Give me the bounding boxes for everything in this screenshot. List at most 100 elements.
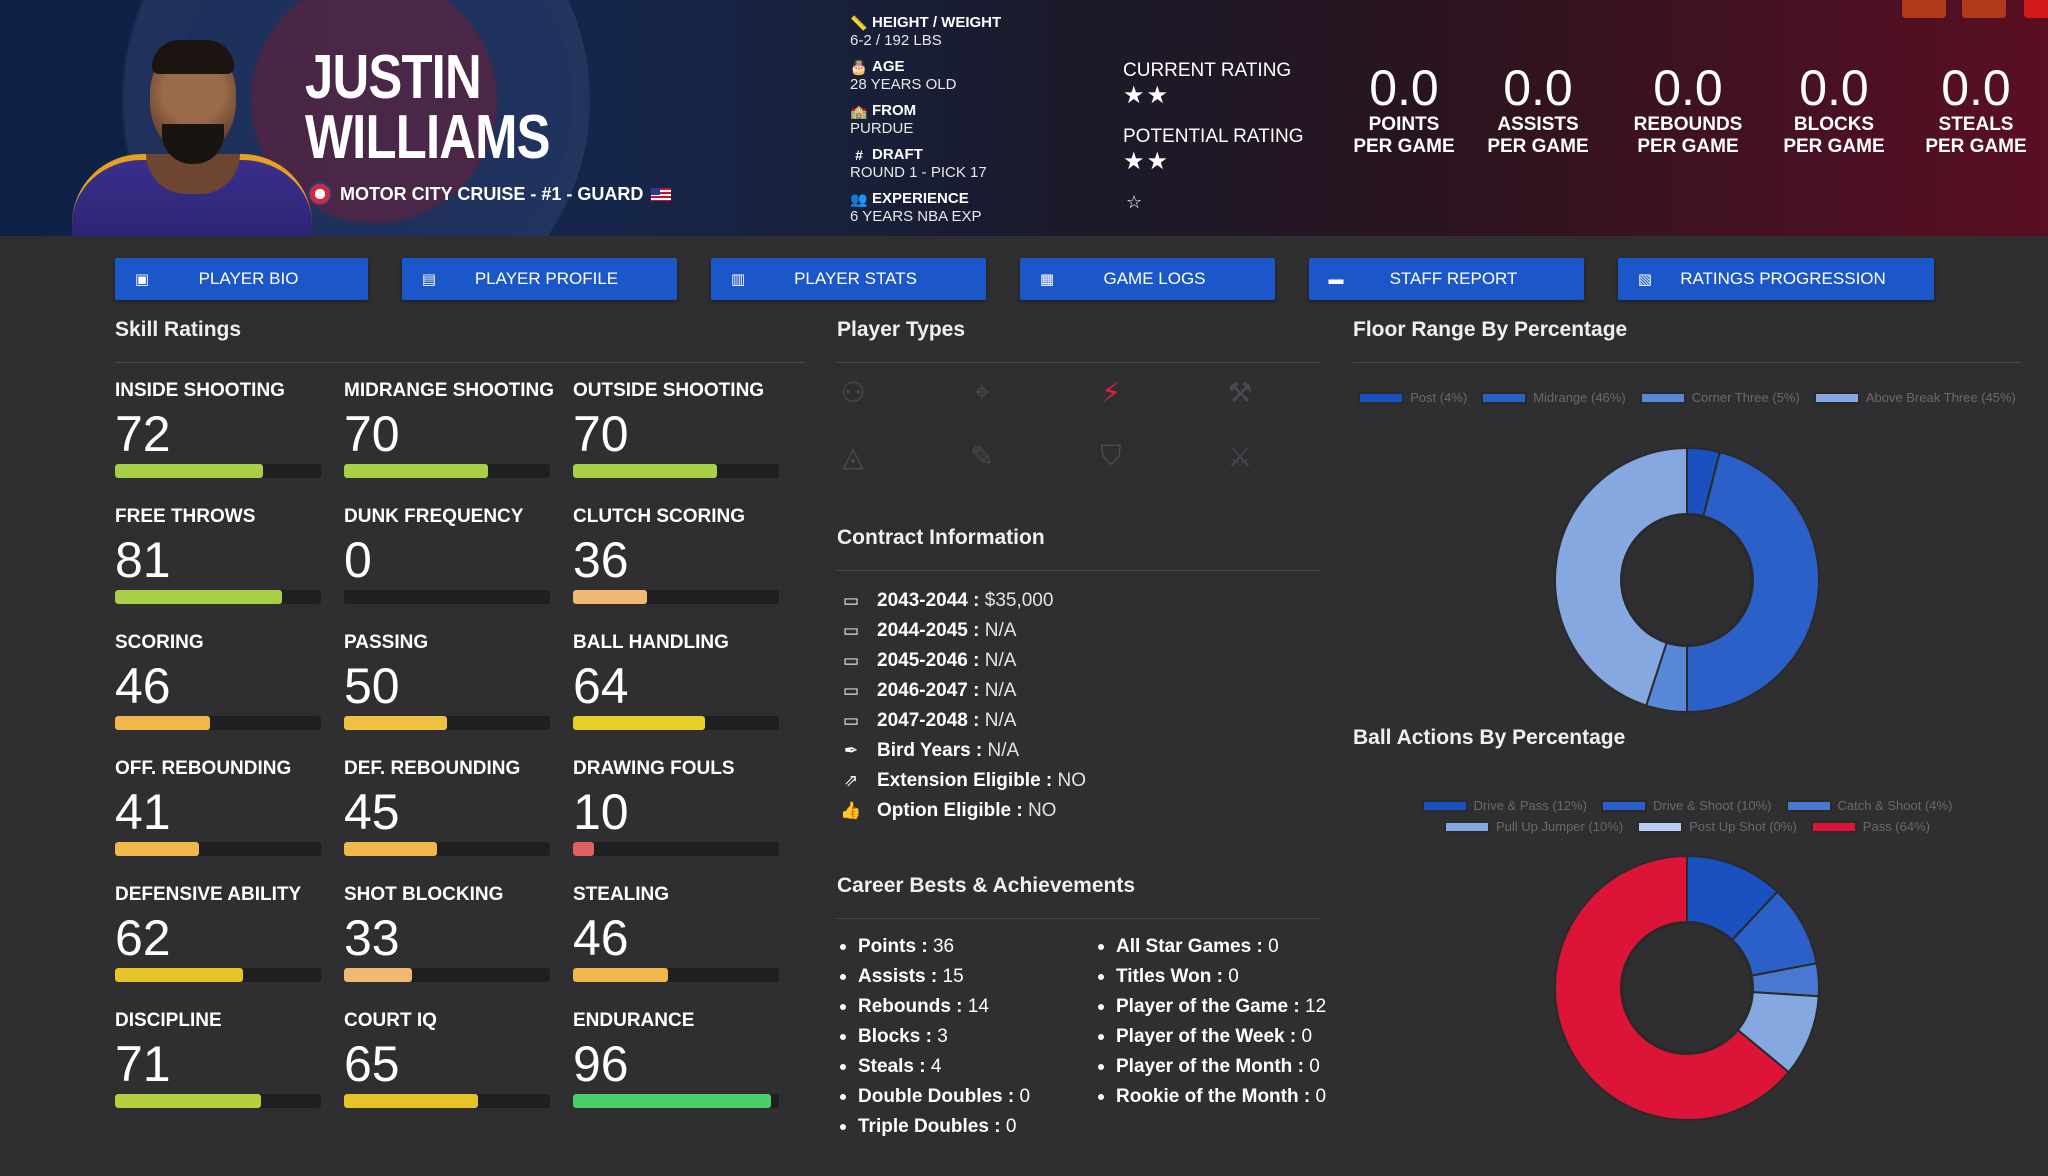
tab-ratings-progression[interactable]: ▧ RATINGS PROGRESSION [1618,258,1934,300]
stat-value: 0.0 [1799,60,1869,116]
skill-value: 62 [115,910,171,966]
bio-item: # DRAFT ROUND 1 - PICK 17 [850,146,1001,190]
next-player-button[interactable] [1962,0,2006,18]
skill-bar-fill [115,842,200,856]
clipboard-icon: ▦ [1039,271,1055,288]
prev-player-button[interactable] [1902,0,1946,18]
skill-bar-fill [115,968,243,982]
achievement-value: 0 [1268,936,1279,957]
stat-sublabel: PER GAME [1783,136,1885,157]
profile-icon: ▤ [421,271,437,288]
stat-label: BLOCKS [1793,114,1875,135]
legend-entry[interactable]: Pull Up Jumper (10%) [1443,819,1624,834]
legend-entry[interactable]: Catch & Shoot (4%) [1785,798,1952,813]
skill-bar-fill [573,716,705,730]
shield-icon[interactable]: ⛉ [1100,440,1122,471]
tab-game-logs[interactable]: ▦ GAME LOGS [1020,258,1275,300]
achievement-label: Rebounds [858,996,951,1017]
contract-value: N/A [984,620,1017,641]
achievement-value: 0 [1228,966,1239,987]
triangle-icon[interactable]: ◬ [842,441,864,472]
achievement-label: Steals [858,1056,914,1077]
tab-player-bio[interactable]: ▣ PLAYER BIO [115,258,368,300]
stat-blocks: 0.0 BLOCKS PER GAME [1763,62,1905,158]
crosshair-icon[interactable]: ⌖ [974,376,990,407]
legend-label: Pull Up Jumper (10%) [1495,819,1624,834]
tab-player-profile[interactable]: ▤ PLAYER PROFILE [402,258,677,300]
skill-bar [344,590,550,604]
skill-name: COURT IQ [344,1010,437,1031]
current-rating-label: CURRENT RATING [1123,60,1292,81]
skill-shot-blocking: SHOT BLOCKING 33 [344,884,550,982]
skill-name: CLUTCH SCORING [573,506,746,527]
bar-chart-icon: ▥ [730,271,746,288]
per-game-stats: 0.0 POINTS PER GAME 0.0 ASSISTS PER GAME 0.0 RE… [1345,62,2047,158]
stat-label: ASSISTS [1497,114,1579,135]
skill-passing: PASSING 50 [344,632,550,730]
wand-icon[interactable]: ✎ [970,441,994,472]
legend-entry[interactable]: Above Break Three (45%) [1813,390,2016,405]
career-title: Career Bests & Achievements [837,874,1136,897]
achievement-label: Player of the Game [1116,996,1289,1017]
legend-entry[interactable]: Pass (64%) [1810,819,1930,834]
contract-label: 2046-2047 [877,680,968,701]
skill-bar-fill [344,716,447,730]
stat-label: POINTS [1368,114,1440,135]
legend-entry[interactable]: Corner Three (5%) [1639,390,1800,405]
donut-hole [1621,922,1753,1054]
bolt-icon[interactable]: ⚡ [1101,377,1121,408]
skill-bar-fill [344,464,489,478]
bio-item: 🎂 AGE 28 YEARS OLD [850,58,1001,102]
stat-label: REBOUNDS [1633,114,1743,135]
legend-swatch [1358,391,1405,404]
skill-name: DRAWING FOULS [573,758,735,779]
tab-staff-report[interactable]: ▬ STAFF REPORT [1309,258,1584,300]
skill-name: ENDURANCE [573,1010,695,1031]
skill-value: 96 [573,1036,629,1092]
legend-entry[interactable]: Drive & Shoot (10%) [1601,798,1772,813]
tab-label: PLAYER STATS [794,269,917,288]
floor-range-legend: Post (4%) Midrange (46%) Corner Three (5%)… [1353,390,2021,405]
stat-rebounds: 0.0 REBOUNDS PER GAME [1613,62,1763,158]
basketball-icon[interactable]: ⚇ [840,377,866,408]
skill-bar-fill [115,464,264,478]
legend-entry[interactable]: Post (4%) [1358,390,1467,405]
achievement-label: Triple Doubles [858,1116,989,1137]
legend-label: Post (4%) [1410,390,1468,405]
achievement-value: 14 [967,996,989,1017]
id-card-icon: ▣ [134,271,150,288]
legend-swatch [1639,391,1686,404]
paint-roller-icon[interactable]: ⚒ [1227,377,1253,408]
bio-label: AGE [872,58,905,75]
skill-bar [344,968,550,982]
skill-name: FREE THROWS [115,506,256,527]
tab-player-stats[interactable]: ▥ PLAYER STATS [711,258,986,300]
skill-bar-fill [115,1094,262,1108]
stat-value: 0.0 [1503,60,1573,116]
skill-value: 72 [115,406,171,462]
legend-swatch [1810,820,1857,833]
legend-entry[interactable]: Post Up Shot (0%) [1637,819,1797,834]
legend-entry[interactable]: Midrange (46%) [1481,390,1626,405]
achievement-value: 36 [932,936,955,957]
close-button[interactable] [2024,0,2048,18]
skill-bar-fill [573,464,718,478]
skill-value: 0 [344,532,372,588]
skill-court-iq: COURT IQ 65 [344,1010,550,1108]
skill-bar [573,464,779,478]
skill-scoring: SCORING 46 [115,632,321,730]
contract-row: ▭ 2043-2044 : $35,000 [837,586,1086,616]
contract-label: 2047-2048 [877,710,968,731]
broom-icon[interactable]: ⚔ [1227,441,1253,472]
legend-entry[interactable]: Drive & Pass (12%) [1421,798,1587,813]
ruler-icon: 📏 [850,15,868,31]
skill-name: DISCIPLINE [115,1010,222,1031]
achievements-list: All Star Games : 0 Titles Won : 0 Player o… [1098,932,1326,1112]
skill-endurance: ENDURANCE 96 [573,1010,779,1108]
skill-bar-fill [573,590,648,604]
potential-rating-label: POTENTIAL RATING [1123,126,1304,147]
skill-bar-fill [573,1094,771,1108]
contract-row: ✒ Bird Years : N/A [837,736,1086,766]
skill-value: 41 [115,784,171,840]
achievement-row: Rebounds : 14 [840,992,1030,1022]
